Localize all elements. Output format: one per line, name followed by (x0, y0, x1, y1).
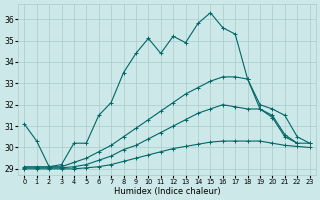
X-axis label: Humidex (Indice chaleur): Humidex (Indice chaleur) (114, 187, 220, 196)
